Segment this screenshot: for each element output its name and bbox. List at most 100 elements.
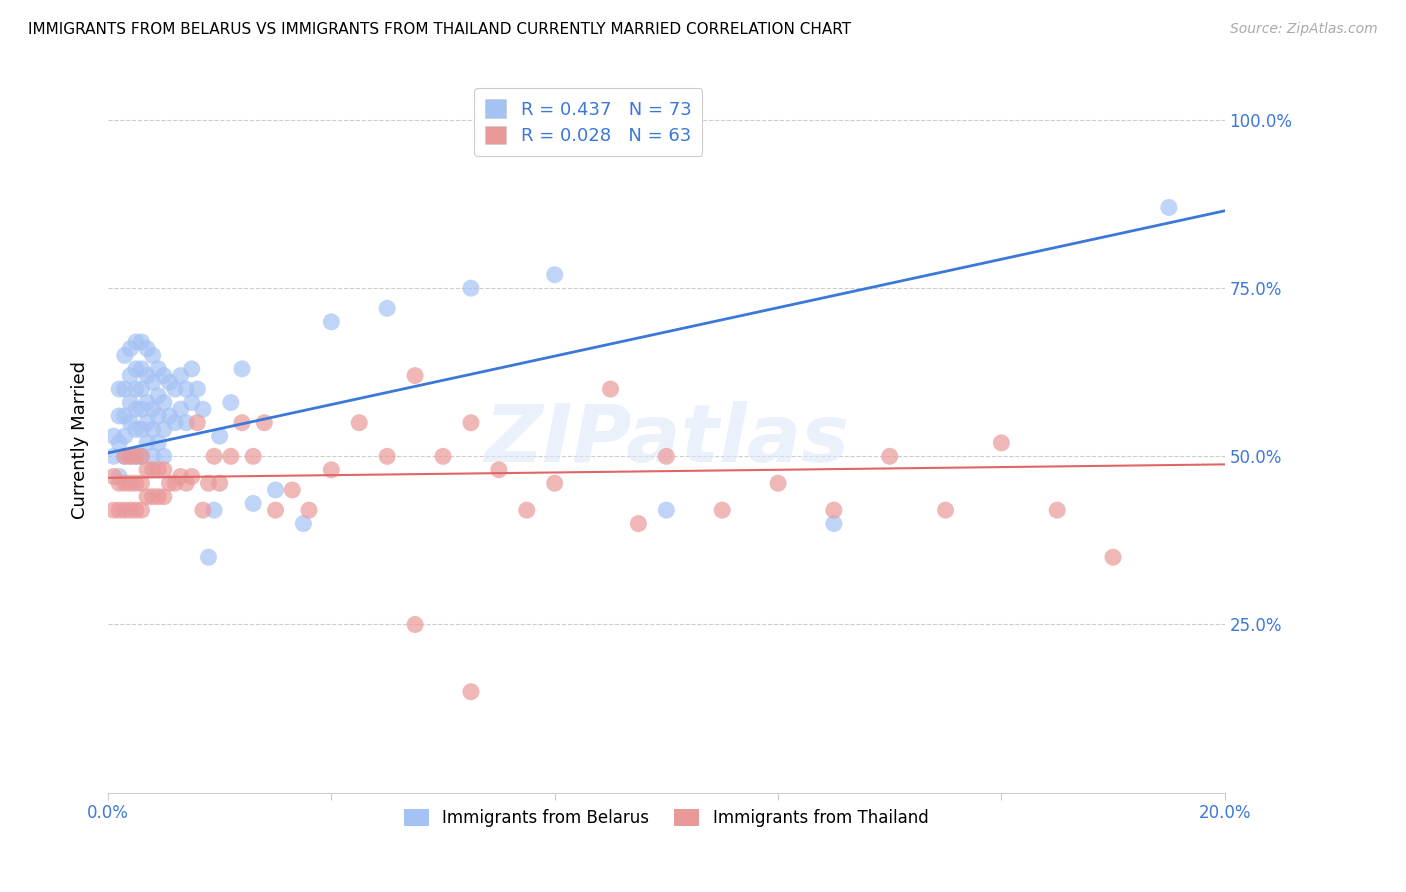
Point [153, 490, 176, 504]
Point [174, 416, 197, 430]
Point [281, 483, 304, 497]
Point [131, 503, 153, 517]
Point [120, 476, 142, 491]
Point [879, 450, 901, 464]
Point [136, 395, 159, 409]
Point [114, 382, 136, 396]
Point [131, 362, 153, 376]
Point [627, 516, 650, 531]
Point [108, 469, 131, 483]
Point [208, 476, 231, 491]
Point [202, 450, 225, 464]
Point [148, 362, 170, 376]
Point [153, 422, 176, 436]
Point [169, 402, 191, 417]
Y-axis label: Currently Married: Currently Married [72, 360, 89, 518]
Point [432, 450, 454, 464]
Point [935, 503, 957, 517]
Point [103, 450, 125, 464]
Point [823, 503, 845, 517]
Point [599, 382, 621, 396]
Point [142, 490, 165, 504]
Point [148, 490, 170, 504]
Point [174, 382, 197, 396]
Point [148, 435, 170, 450]
Point [1157, 201, 1180, 215]
Point [114, 450, 136, 464]
Point [120, 450, 142, 464]
Point [125, 334, 148, 349]
Point [711, 503, 734, 517]
Point [142, 450, 165, 464]
Text: ZIPatlas: ZIPatlas [484, 401, 849, 478]
Point [488, 463, 510, 477]
Point [202, 503, 225, 517]
Point [114, 476, 136, 491]
Point [120, 342, 142, 356]
Point [516, 503, 538, 517]
Point [120, 503, 142, 517]
Point [349, 416, 371, 430]
Point [125, 402, 148, 417]
Point [120, 395, 142, 409]
Point [108, 409, 131, 423]
Point [404, 617, 426, 632]
Point [169, 368, 191, 383]
Point [148, 463, 170, 477]
Point [460, 685, 482, 699]
Point [163, 382, 186, 396]
Point [136, 342, 159, 356]
Point [163, 416, 186, 430]
Point [103, 469, 125, 483]
Point [186, 382, 208, 396]
Point [321, 315, 343, 329]
Point [108, 435, 131, 450]
Point [136, 463, 159, 477]
Point [142, 463, 165, 477]
Point [153, 450, 176, 464]
Point [253, 416, 276, 430]
Point [990, 435, 1012, 450]
Point [125, 382, 148, 396]
Point [125, 362, 148, 376]
Point [169, 469, 191, 483]
Point [142, 348, 165, 362]
Point [136, 435, 159, 450]
Point [231, 362, 253, 376]
Point [242, 450, 264, 464]
Point [321, 463, 343, 477]
Point [131, 402, 153, 417]
Point [148, 409, 170, 423]
Point [460, 281, 482, 295]
Point [153, 463, 176, 477]
Point [191, 402, 214, 417]
Point [544, 476, 567, 491]
Point [157, 476, 180, 491]
Point [131, 450, 153, 464]
Point [108, 503, 131, 517]
Point [136, 368, 159, 383]
Point [148, 389, 170, 403]
Point [823, 516, 845, 531]
Point [125, 450, 148, 464]
Point [131, 450, 153, 464]
Point [125, 476, 148, 491]
Point [1046, 503, 1069, 517]
Point [264, 483, 287, 497]
Point [655, 503, 678, 517]
Point [191, 503, 214, 517]
Point [153, 395, 176, 409]
Point [131, 422, 153, 436]
Point [157, 409, 180, 423]
Point [142, 402, 165, 417]
Point [136, 490, 159, 504]
Point [114, 409, 136, 423]
Point [298, 503, 321, 517]
Point [114, 429, 136, 443]
Point [114, 503, 136, 517]
Point [264, 503, 287, 517]
Point [114, 348, 136, 362]
Point [655, 450, 678, 464]
Point [136, 416, 159, 430]
Point [153, 368, 176, 383]
